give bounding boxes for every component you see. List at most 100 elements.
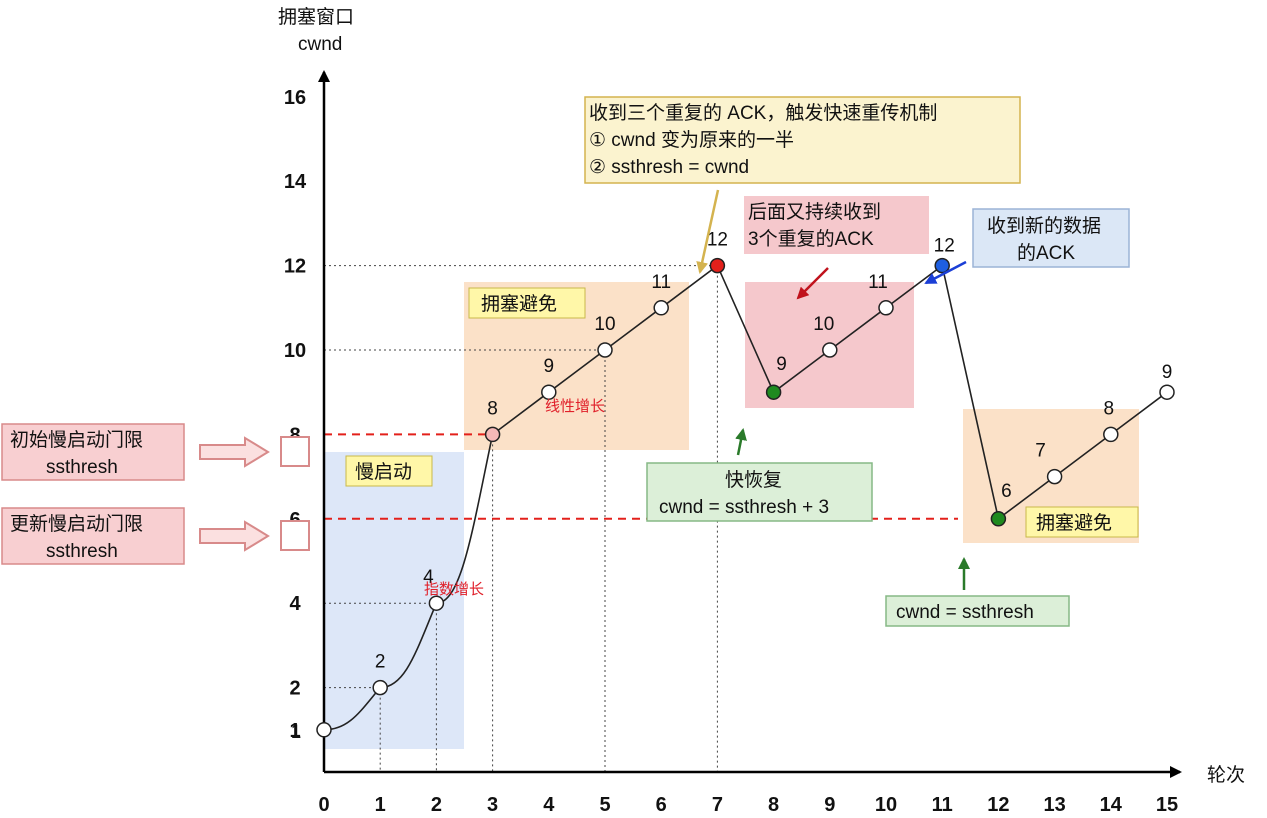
point-round-11 <box>934 257 950 274</box>
fast-recovery-arrow <box>735 428 747 456</box>
x-tick-5: 5 <box>599 794 610 816</box>
exponential-growth-label: 指数增长 <box>424 581 484 598</box>
point-round-7 <box>709 257 726 274</box>
cwnd-ssthresh-note: cwnd = ssthresh <box>896 602 1034 623</box>
point-round-15 <box>1159 384 1175 400</box>
fast-recovery-note-line2: cwnd = ssthresh + 3 <box>659 497 829 518</box>
initial-ssthresh-line2: ssthresh <box>46 457 118 478</box>
x-axis-label: 轮次 <box>1207 764 1245 786</box>
x-tick-9: 9 <box>824 794 835 816</box>
point-label-9: 10 <box>813 314 834 335</box>
initial-ssthresh-line1: 初始慢启动门限 <box>10 429 143 451</box>
point-label-10: 11 <box>868 272 888 293</box>
y-tick-8-box <box>280 436 310 467</box>
point-round-13 <box>1046 468 1063 485</box>
x-tick-13: 13 <box>1043 794 1065 816</box>
point-label-11: 12 <box>934 236 955 257</box>
updated-ssthresh-arrow <box>199 520 270 552</box>
triple-ack-note-line2: ① cwnd 变为原来的一半 <box>589 129 794 151</box>
x-tick-11: 11 <box>932 794 953 816</box>
x-tick-labels: 0 1 2 3 4 5 6 7 8 9 10 11 12 13 14 15 <box>318 794 1178 816</box>
new-ack-note-line2: 的ACK <box>1017 242 1075 264</box>
continued-ack-note-line1: 后面又持续收到 <box>748 201 881 223</box>
triple-ack-note-bg <box>584 96 1021 184</box>
continued-ack-note-bg <box>744 196 929 254</box>
y-tick-6-box <box>280 520 310 551</box>
x-tick-7: 7 <box>712 794 723 816</box>
congestion-avoidance-label-1: 拥塞避免 <box>481 293 557 315</box>
fast-recovery-note-line1: 快恢复 <box>725 469 782 491</box>
point-label-2: 4 <box>423 567 434 588</box>
x-tick-14: 14 <box>1100 794 1123 816</box>
y-tick-14: 14 <box>284 171 307 193</box>
x-tick-2: 2 <box>431 794 442 816</box>
point-label-12: 6 <box>1001 481 1012 502</box>
slow-start-label-bg <box>345 455 433 487</box>
guide-lines <box>324 265 718 772</box>
point-round-10 <box>878 300 894 316</box>
point-label-8: 9 <box>776 354 787 375</box>
y-tick-10: 10 <box>284 340 306 362</box>
fast-recovery-note-bg <box>646 462 873 522</box>
point-label-14: 8 <box>1104 398 1115 419</box>
point-label-6: 11 <box>651 272 671 293</box>
y-tick-6: 6 <box>289 509 300 531</box>
y-tick-16: 16 <box>284 87 306 109</box>
triple-ack-arrow <box>696 189 720 274</box>
x-tick-10: 10 <box>875 794 897 816</box>
new-ack-note-line1: 收到新的数据 <box>987 215 1101 237</box>
point-label-5: 10 <box>594 314 615 335</box>
cwnd-ssthresh-note-bg <box>885 595 1070 627</box>
point-round-1 <box>372 679 388 696</box>
x-tick-15: 15 <box>1156 794 1178 816</box>
point-label-15: 9 <box>1162 362 1173 383</box>
point-label-7: 12 <box>707 230 728 251</box>
x-tick-6: 6 <box>656 794 667 816</box>
congestion-avoidance-label-2-bg <box>1025 506 1139 538</box>
y-tick-8: 8 <box>289 424 300 446</box>
point-round-14 <box>1103 426 1119 443</box>
triple-ack-note-line1: 收到三个重复的 ACK，触发快速重传机制 <box>589 102 937 124</box>
congestion-avoidance-label-1-bg <box>468 287 586 319</box>
point-label-0: 1 <box>291 722 302 743</box>
point-label-1: 2 <box>375 652 386 673</box>
x-tick-0: 0 <box>318 794 329 816</box>
point-label-13: 7 <box>1035 441 1046 462</box>
point-round-5 <box>597 342 613 358</box>
initial-ssthresh-box-bg <box>1 423 185 481</box>
y-axis-label-line2: cwnd <box>298 34 342 55</box>
congestion-avoidance-label-2: 拥塞避免 <box>1036 512 1112 534</box>
updated-ssthresh-line2: ssthresh <box>46 541 118 562</box>
point-round-2 <box>428 595 445 611</box>
threshold-lines <box>324 433 958 520</box>
initial-ssthresh-arrow <box>199 436 270 468</box>
updated-ssthresh-line1: 更新慢启动门限 <box>10 513 143 535</box>
point-round-0 <box>316 722 332 738</box>
triple-ack-note-line3: ② ssthresh = cwnd <box>589 157 749 178</box>
y-axis-label-line1: 拥塞窗口 <box>278 6 354 28</box>
x-tick-4: 4 <box>543 794 555 816</box>
y-tick-4: 4 <box>289 593 301 615</box>
new-ack-note-bg <box>972 208 1130 268</box>
y-tick-1: 1 <box>289 720 300 742</box>
updated-ssthresh-box-bg <box>1 507 185 565</box>
x-tick-3: 3 <box>487 794 498 816</box>
slow-start-label: 慢启动 <box>355 461 412 483</box>
x-tick-1: 1 <box>375 794 386 816</box>
point-round-12 <box>990 511 1007 527</box>
continued-ack-arrow <box>796 267 829 300</box>
point-round-4 <box>541 384 557 400</box>
continued-ack-note-line2: 3个重复的ACK <box>748 228 874 250</box>
point-round-9 <box>822 342 838 358</box>
point-round-8 <box>765 384 782 400</box>
new-ack-arrow <box>924 260 967 285</box>
x-tick-8: 8 <box>768 794 779 816</box>
point-round-6 <box>653 300 669 316</box>
x-tick-12: 12 <box>987 794 1009 816</box>
point-round-3 <box>484 426 501 443</box>
point-label-3: 8 <box>487 398 498 419</box>
